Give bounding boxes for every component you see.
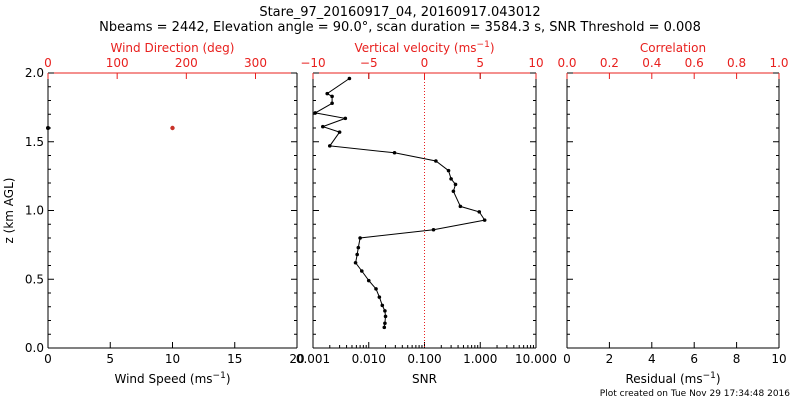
x-axis-label: Residual (ms−1)	[625, 371, 720, 386]
x-tick-label: 0	[563, 352, 571, 366]
top-tick-label: 0.8	[727, 56, 746, 70]
x-tick-label: 0.100	[407, 352, 441, 366]
snr-point	[337, 130, 342, 134]
x-tick-label: 10.000	[515, 352, 557, 366]
top-tick-label: 1.0	[769, 56, 788, 70]
x-tick-label: 15	[227, 352, 242, 366]
snr-point	[374, 287, 378, 291]
y-tick-label: 0.5	[25, 272, 44, 286]
top-tick-label: −5	[360, 56, 378, 70]
title-line-1: Stare_97_20160917_04, 20160917.043012	[259, 5, 540, 20]
x-tick-label: 0.001	[296, 352, 330, 366]
snr-point	[453, 182, 458, 187]
top-tick-label: 0.4	[642, 56, 661, 70]
snr-point	[366, 278, 371, 283]
snr-point	[358, 236, 362, 240]
x-tick-label: 10	[771, 352, 786, 366]
snr-panel: 0.001 0.010 0.100 1.000 10.000 −10 −5 0 5 10 SNR Ve…	[296, 40, 557, 386]
x-tick-label: 8	[733, 352, 741, 366]
x-tick-label: 20	[289, 352, 304, 366]
snr-point	[380, 303, 385, 308]
x-tick-label: 6	[690, 352, 698, 366]
snr-series-line	[313, 78, 486, 328]
x-tick-label: 5	[106, 352, 114, 366]
snr-point	[321, 124, 325, 129]
x-tick-label: 10	[165, 352, 180, 366]
y-tick-label: 1.0	[25, 204, 44, 218]
top-tick-label: 0	[421, 56, 429, 70]
snr-point	[382, 325, 387, 330]
snr-point	[451, 189, 456, 194]
snr-point	[343, 116, 348, 121]
snr-point	[330, 101, 334, 106]
top-axis-label: Wind Direction (deg)	[111, 41, 235, 55]
snr-point	[383, 321, 387, 326]
top-axis-label: Correlation	[640, 41, 706, 55]
snr-point	[383, 314, 388, 319]
title-line-2: Nbeams = 2442, Elevation angle = 90.0°, …	[99, 20, 701, 35]
top-axis-label: Vertical velocity (ms−1)	[354, 40, 494, 55]
residual-panel: 0 2 4 6 8 10 0.0 0.2 0.4 0.6 0.8 1.0 Residual (ms−1)…	[557, 41, 788, 386]
top-tick-label: 10	[528, 56, 543, 70]
wind-direction-point	[170, 125, 175, 131]
top-tick-label: −10	[300, 56, 325, 70]
x-axis-label: Wind Speed (ms−1)	[115, 371, 231, 386]
plot-credit: Plot created on Tue Nov 29 17:34:48 2016	[600, 389, 790, 399]
x-tick-label: 0.010	[352, 352, 386, 366]
top-tick-label: 0.6	[685, 56, 704, 70]
x-tick-label: 0	[44, 352, 52, 366]
x-tick-label: 1.000	[463, 352, 497, 366]
top-tick-label: 0	[44, 56, 52, 70]
snr-point	[327, 144, 332, 148]
wind-speed-point	[46, 126, 50, 130]
snr-point	[330, 94, 334, 99]
snr-point	[377, 295, 382, 299]
snr-point	[347, 76, 352, 81]
snr-point	[446, 168, 451, 173]
x-axis-label: SNR	[412, 372, 437, 386]
y-axis-label: z (km AGL)	[2, 178, 16, 244]
y-tick-label: 1.5	[25, 135, 44, 149]
top-tick-label: 5	[476, 56, 484, 70]
y-tick-label: 2.0	[25, 66, 44, 80]
snr-point	[359, 269, 364, 273]
top-tick-label: 100	[106, 56, 129, 70]
snr-point	[325, 91, 330, 96]
snr-point	[392, 150, 397, 155]
snr-point	[482, 218, 487, 222]
snr-point	[313, 111, 318, 115]
snr-point	[383, 309, 387, 313]
snr-point	[353, 260, 358, 265]
snr-point	[355, 252, 359, 257]
x-tick-label: 4	[648, 352, 656, 366]
top-tick-label: 0.0	[557, 56, 576, 70]
snr-point	[449, 177, 453, 181]
top-tick-label: 0.2	[600, 56, 619, 70]
top-tick-label: 300	[244, 56, 267, 70]
top-tick-label: 200	[175, 56, 198, 70]
snr-point	[477, 210, 482, 214]
snr-point	[356, 245, 361, 250]
snr-point	[458, 204, 463, 209]
y-tick-label: 0.0	[25, 341, 44, 355]
x-tick-label: 2	[606, 352, 614, 366]
snr-point	[431, 227, 436, 232]
snr-point	[434, 159, 438, 163]
